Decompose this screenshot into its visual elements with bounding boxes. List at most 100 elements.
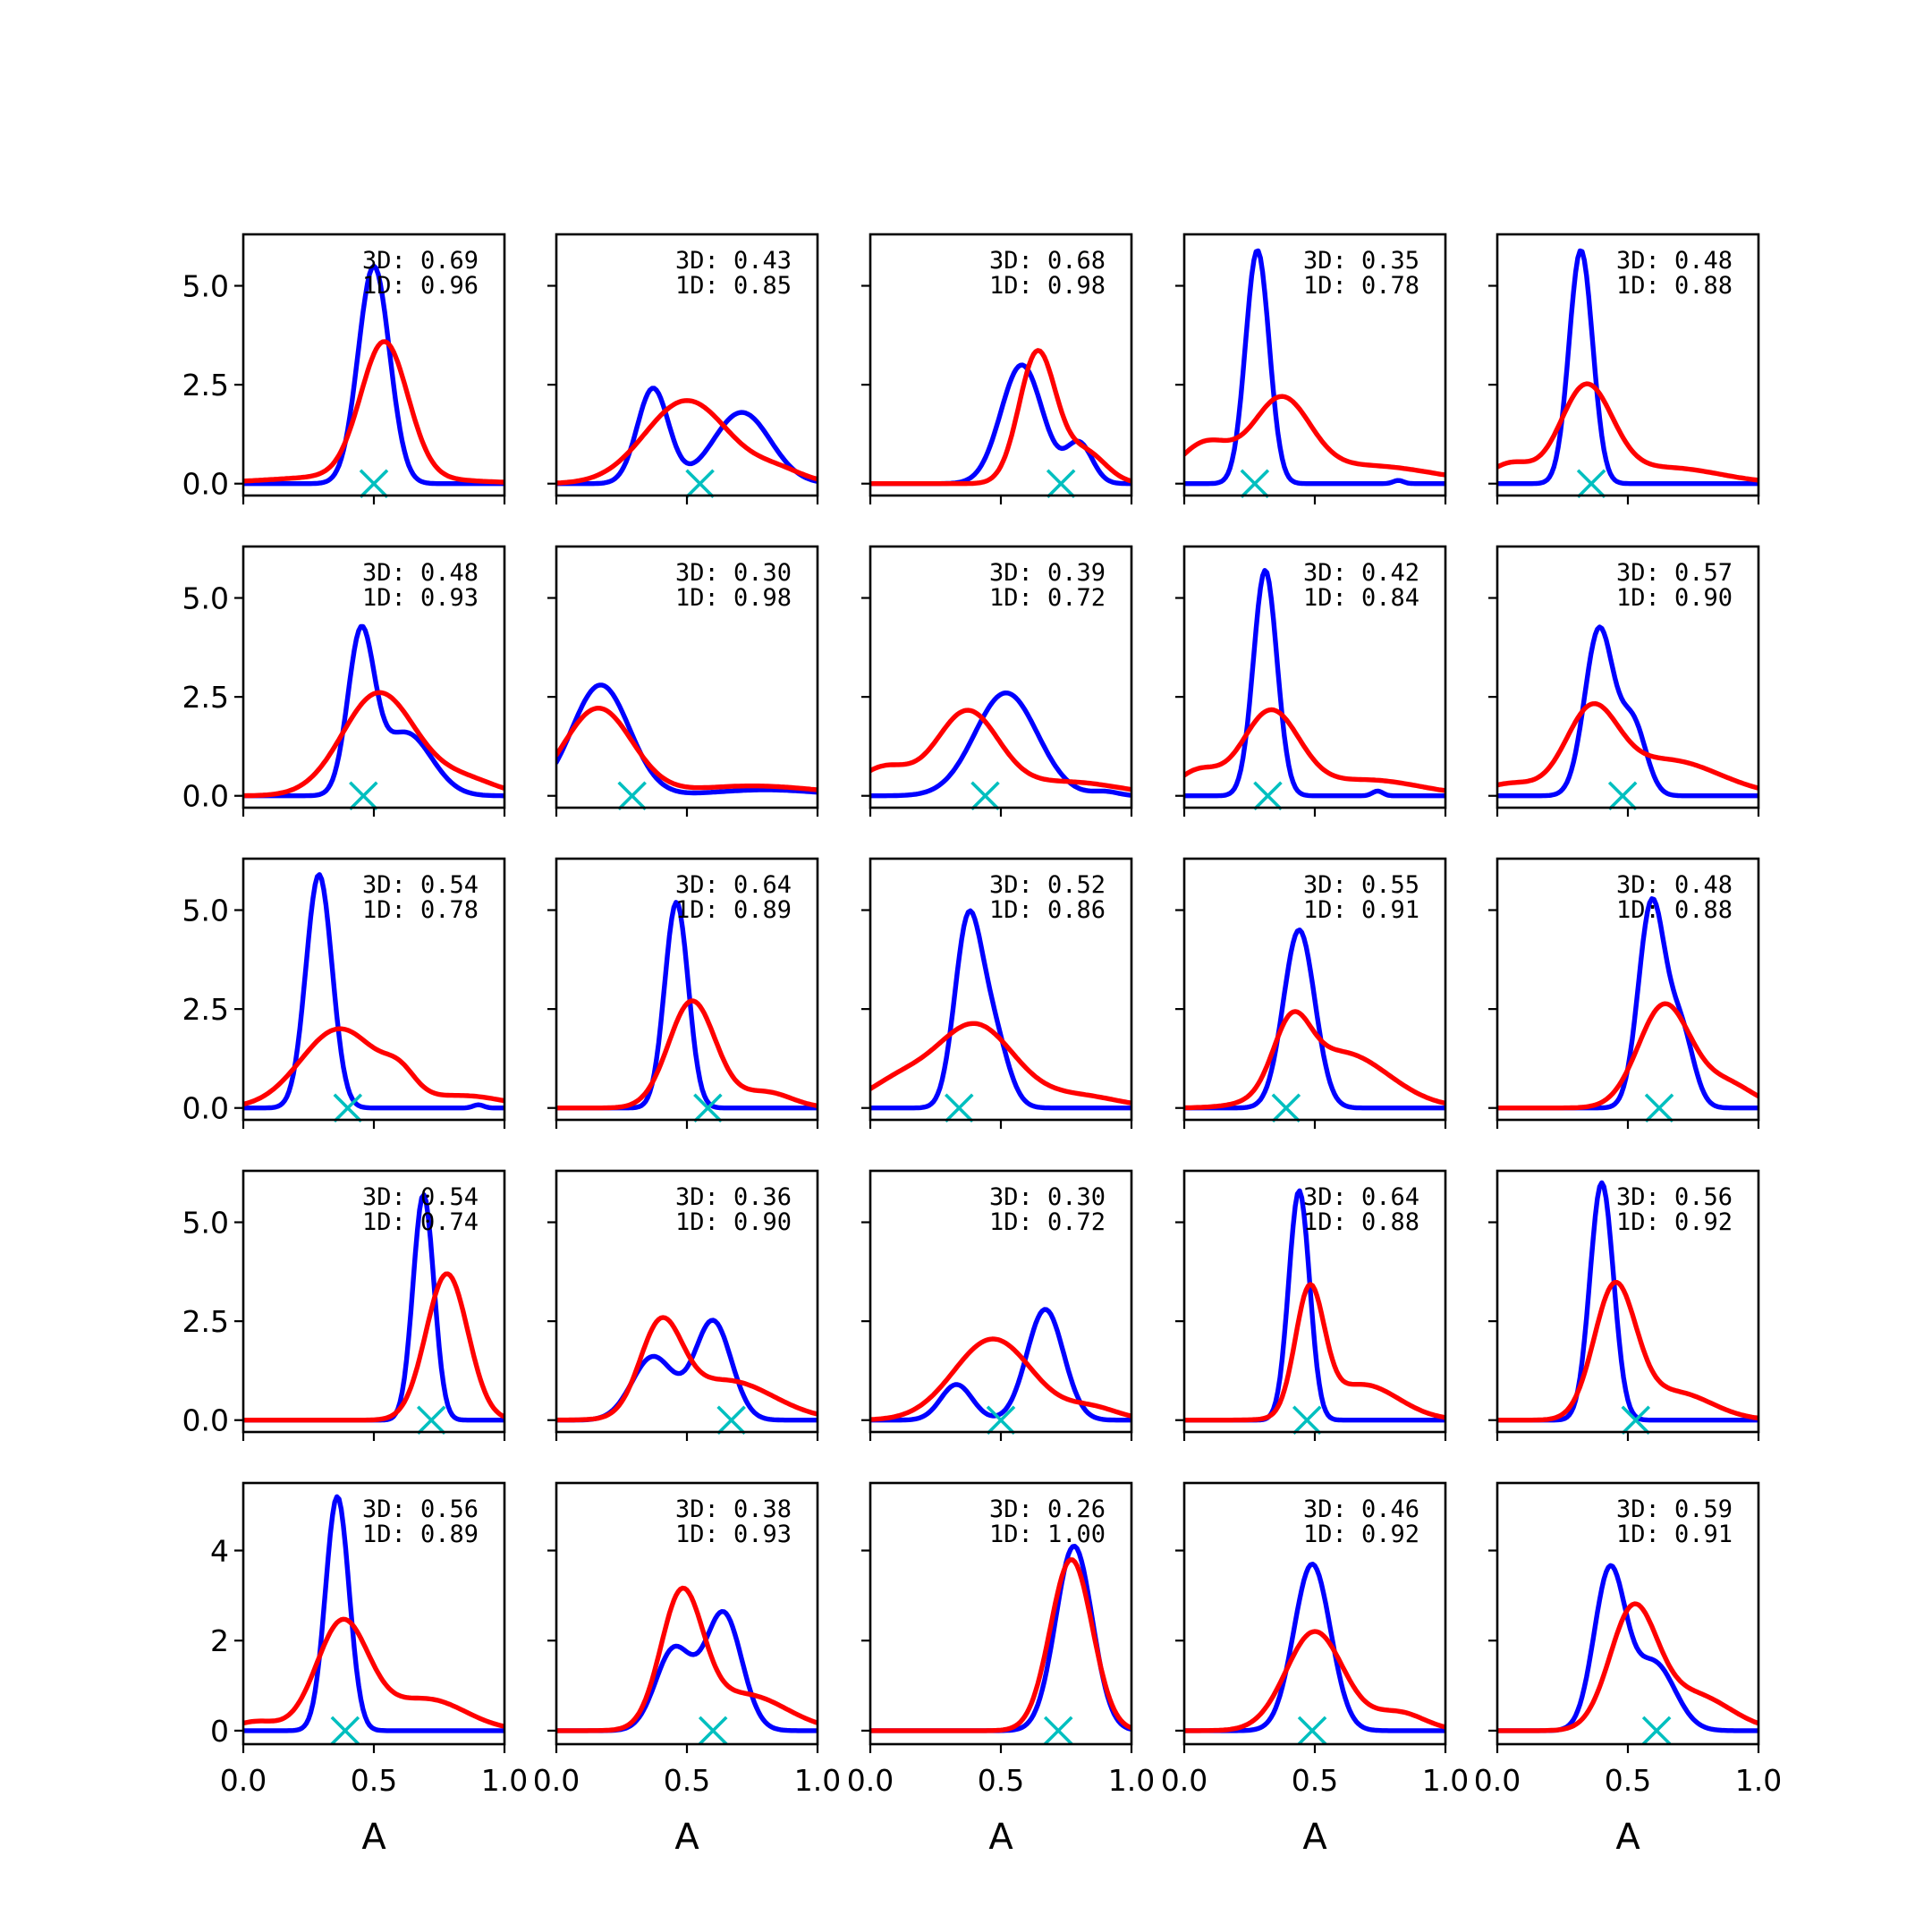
truth-marker — [1641, 1716, 1672, 1746]
plot-area — [556, 386, 818, 487]
truth-marker-stroke — [359, 469, 389, 499]
truth-marker — [716, 1405, 746, 1436]
plot-area — [1497, 1563, 1758, 1733]
series-1d-curve — [1184, 394, 1445, 478]
truth-marker — [1253, 781, 1283, 811]
truth-marker — [416, 1405, 446, 1436]
score-3d-label: 3D: 0.54 — [362, 871, 479, 899]
score-3d-label: 3D: 0.46 — [1303, 1496, 1419, 1523]
score-3d-label: 3D: 0.30 — [675, 559, 792, 587]
truth-marker — [330, 1716, 360, 1746]
score-3d-label: 3D: 0.59 — [1616, 1496, 1733, 1523]
y-tick-label: 5.0 — [182, 269, 229, 304]
plot-area — [870, 1544, 1131, 1733]
truth-marker — [1621, 1405, 1651, 1436]
series-1d-curve — [870, 1557, 1131, 1733]
truth-marker — [617, 781, 647, 811]
x-axis-label: A — [674, 1817, 699, 1858]
truth-marker-stroke — [1297, 1716, 1327, 1746]
score-3d-label: 3D: 0.43 — [675, 247, 792, 275]
plot-area — [243, 1494, 504, 1733]
series-3d-curve — [243, 872, 504, 1111]
score-1d-label: 1D: 0.90 — [675, 1208, 792, 1236]
truth-marker-stroke — [1644, 1093, 1674, 1123]
x-tick-label: 1.0 — [481, 1763, 528, 1798]
x-axis-label: A — [988, 1817, 1013, 1858]
x-tick-label: 0.5 — [1292, 1763, 1338, 1798]
series-3d-curve — [556, 386, 818, 487]
x-tick-label: 0.5 — [978, 1763, 1024, 1798]
plot-area — [556, 1585, 818, 1733]
score-1d-label: 1D: 0.96 — [362, 272, 479, 300]
score-1d-label: 1D: 0.89 — [675, 896, 792, 924]
plot-area — [1184, 928, 1445, 1111]
score-3d-label: 3D: 0.52 — [989, 871, 1106, 899]
series-3d-curve — [556, 682, 818, 796]
score-1d-label: 1D: 0.84 — [1303, 584, 1419, 612]
truth-marker — [1046, 469, 1076, 499]
y-tick-label: 5.0 — [182, 581, 229, 616]
truth-marker — [1576, 469, 1606, 499]
series-3d-curve — [556, 1318, 818, 1423]
plot-area — [1184, 568, 1445, 799]
y-tick-label: 2 — [210, 1623, 229, 1658]
series-1d-curve — [243, 1026, 504, 1107]
truth-marker — [1292, 1405, 1322, 1436]
x-tick-label: 0.0 — [1474, 1763, 1521, 1798]
series-3d-curve — [870, 1307, 1131, 1423]
series-3d-curve — [1497, 624, 1758, 799]
truth-marker — [1644, 1093, 1674, 1123]
series-3d-curve — [1497, 1563, 1758, 1733]
series-1d-curve — [870, 1336, 1131, 1422]
plot-area — [1184, 248, 1445, 487]
score-1d-label: 1D: 0.74 — [362, 1208, 479, 1236]
truth-marker-stroke — [349, 781, 378, 811]
truth-marker-stroke — [698, 1716, 728, 1746]
series-1d-curve — [1497, 1280, 1758, 1423]
score-3d-label: 3D: 0.68 — [989, 247, 1106, 275]
series-3d-curve — [1184, 568, 1445, 799]
x-tick-label: 0.0 — [533, 1763, 580, 1798]
plot-area — [870, 908, 1131, 1111]
plot-area — [1497, 248, 1758, 487]
truth-marker — [359, 469, 389, 499]
score-1d-label: 1D: 0.92 — [1303, 1521, 1419, 1548]
series-3d-curve — [1184, 248, 1445, 487]
truth-marker — [945, 1093, 974, 1123]
plot-area — [556, 682, 818, 796]
truth-marker-stroke — [693, 1093, 723, 1123]
score-3d-label: 3D: 0.48 — [1616, 247, 1733, 275]
truth-marker-stroke — [1576, 469, 1606, 499]
series-1d-curve — [870, 1021, 1131, 1106]
plot-area — [1184, 1562, 1445, 1733]
score-1d-label: 1D: 0.72 — [989, 1208, 1106, 1236]
score-1d-label: 1D: 0.88 — [1616, 896, 1733, 924]
score-3d-label: 3D: 0.56 — [362, 1496, 479, 1523]
y-tick-label: 2.5 — [182, 992, 229, 1027]
x-tick-label: 1.0 — [1422, 1763, 1469, 1798]
series-1d-curve — [556, 706, 818, 792]
truth-marker-stroke — [333, 1093, 363, 1123]
plot-area — [870, 691, 1131, 799]
score-3d-label: 3D: 0.35 — [1303, 247, 1419, 275]
series-1d-curve — [1497, 701, 1758, 791]
x-axis-label: A — [361, 1817, 386, 1858]
y-tick-label: 0.0 — [182, 1403, 229, 1438]
truth-marker — [333, 1093, 363, 1123]
score-3d-label: 3D: 0.69 — [362, 247, 479, 275]
series-1d-curve — [870, 348, 1131, 487]
series-1d-curve — [1184, 1629, 1445, 1733]
score-1d-label: 1D: 0.72 — [989, 584, 1106, 612]
series-1d-curve — [556, 1585, 818, 1733]
